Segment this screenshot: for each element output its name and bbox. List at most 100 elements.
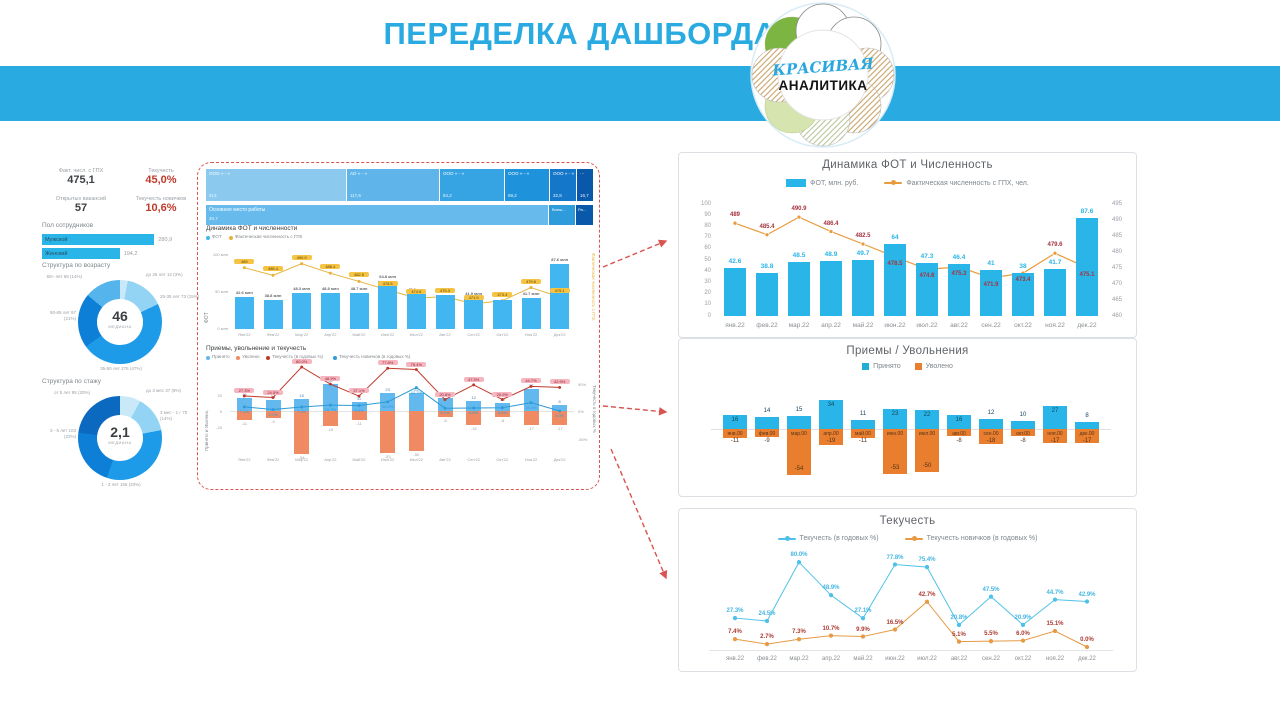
kpi-vacancies: Открытых вакансий 57 [42,196,120,214]
line-point [414,368,418,371]
hires-chart-plot: 16 янв.00 -11 14 фев.00 -9 15 мар.00 -54 34 апр.00… [679,339,1136,496]
x-axis-label: Июн'22 [381,332,395,337]
treemap-block [505,169,549,201]
old-turnover-label: 27.3% [234,387,255,393]
old-headcount-label: 478.5 [377,280,398,286]
old-fired-bar [351,411,367,420]
fot-chart-box: Динамика ФОТ и Численность ФОТ, млн. руб… [678,152,1137,338]
hired-bar-label: 10 [1019,411,1027,418]
y-axis-tick: 0 [707,312,711,319]
legend-dot [206,236,210,240]
x-axis-label: фев.00 [758,431,776,437]
old-fired-bar-label: -53 [384,454,391,460]
donut-center-label: МЕДИАНА [108,324,132,329]
y2-axis-tick: 50% [578,381,587,387]
fired-bar-label: -53 [890,465,900,472]
old-headcount-label: 475.3 [435,287,455,293]
legend-label: Фактическая численность с ГПХ [234,234,303,239]
legend-label: Текучесть (в годовых %) [799,535,879,542]
line-point [956,639,962,644]
treemap-block-value: 16,7 [580,193,589,198]
point-label: 20.8% [950,614,968,621]
old-newbie-turnover-label: 5.1% [440,410,450,416]
x-axis-label: Дек'22 [553,332,566,337]
kpi-value: 57 [74,202,88,214]
old-hires-y2-axis-title: Текучесть в годовых % [592,385,597,433]
point-label: 42.7% [918,591,936,598]
y-axis-tick: -20 [216,425,222,430]
legend-label: Уволено [242,354,260,359]
line-point [764,641,770,647]
headcount-label: 478.5 [887,260,903,267]
line-point [828,633,834,638]
fired-bar [819,429,843,446]
x-axis-label: Авг'22 [439,457,451,462]
legend-label: Принято [873,363,901,370]
line-point [328,403,332,407]
old-fot-bar-label: 38.8 млн [264,293,282,299]
y-axis-tick: 100 млн [212,252,228,257]
hired-bar [883,409,907,429]
legend-item-fired: Уволено [914,363,953,370]
x-axis-label: Июл'22 [409,332,423,337]
x-axis-label: Май'22 [352,332,366,337]
y2-axis-tick: 495 [1112,200,1123,207]
old-fired-bar-label: -8 [500,418,505,424]
line-point [472,383,476,387]
point-label: 2.7% [760,634,774,641]
old-newbie-turnover-label: 9.9% [354,407,364,413]
fot-bar [788,261,810,316]
gender-bar-chart: Мужской 280,9 Женский 194,2 [42,234,200,260]
old-fot-bar [435,294,455,329]
line-point [300,365,304,369]
line-point [1020,622,1026,627]
hired-bar-label: 14 [763,408,771,415]
old-turnover-label: 42.9% [549,379,570,385]
logo-brand-line2: АНАЛИТИКА [778,78,868,93]
location-band-block-label: Ра… [578,207,587,212]
hires-chart-box: Приемы / Увольнения Принято Уволено 16 ян… [678,338,1137,497]
old-turnover-lines-svg [242,365,562,413]
donut-segment-label: 35-50 лет 276 (47%) [100,366,142,371]
square-swatch-icon [862,363,870,370]
old-turnover-label: 20.8% [435,391,455,397]
legend-dot [236,356,241,360]
old-fot-bar-label: 41.9 млн [465,290,483,296]
hires-chart-title: Приемы / Увольнения [846,345,969,357]
old-newbie-turnover-label: 16.5% [381,403,394,409]
legend-item-hired: Принято [862,363,901,370]
old-headcount-label: 485.4 [263,266,283,272]
old-hired-bar [294,399,310,411]
treemap-block [347,169,439,201]
legend-label: Текучесть (в годовых %) [272,354,324,359]
old-fired-bar-label: -11 [241,420,248,426]
old-hired-bar [408,393,424,411]
donut-segment-label: 50-65 лет 97 (21%) [49,310,76,321]
fot-chart-legend: ФОТ, млн. руб. Фактическая численность с… [679,179,1136,187]
old-fot-bar [406,293,426,329]
line-point [357,404,361,408]
x-axis-label: фев.22 [757,656,777,662]
old-fired-bar [380,411,396,454]
old-fot-bar [378,281,398,329]
old-turnover-label: 47.5% [463,376,484,382]
x-axis-label: ноя.22 [1045,322,1065,329]
x-axis-label: ноя.22 [1045,656,1065,662]
x-axis-label: мар.22 [789,656,809,662]
point-label: 9.9% [856,626,870,633]
y2-axis-tick: 465 [1112,296,1123,303]
headcount-label: 490.9 [791,206,807,213]
fired-bar-label: -17 [1050,438,1060,444]
line-point [892,627,898,632]
headcount-label: 482.5 [855,233,871,239]
old-hired-bar-label: 12 [471,395,476,401]
x-axis-label: Окт'22 [496,457,509,462]
turnover-chart-plot: 27.3% 24.5% 80.0% 48.9% 27.1% 77.8% 75.4% 20.8%… [679,509,1136,671]
line-swatch-icon [884,180,903,185]
old-headcount-label: 486.4 [320,264,341,270]
x-axis-label: мар.00 [791,431,807,437]
point-label: 48.9% [822,585,840,592]
x-axis-label: Сен'22 [467,332,480,337]
gender-bar-name: Женский [45,250,68,257]
line-point [732,220,738,226]
